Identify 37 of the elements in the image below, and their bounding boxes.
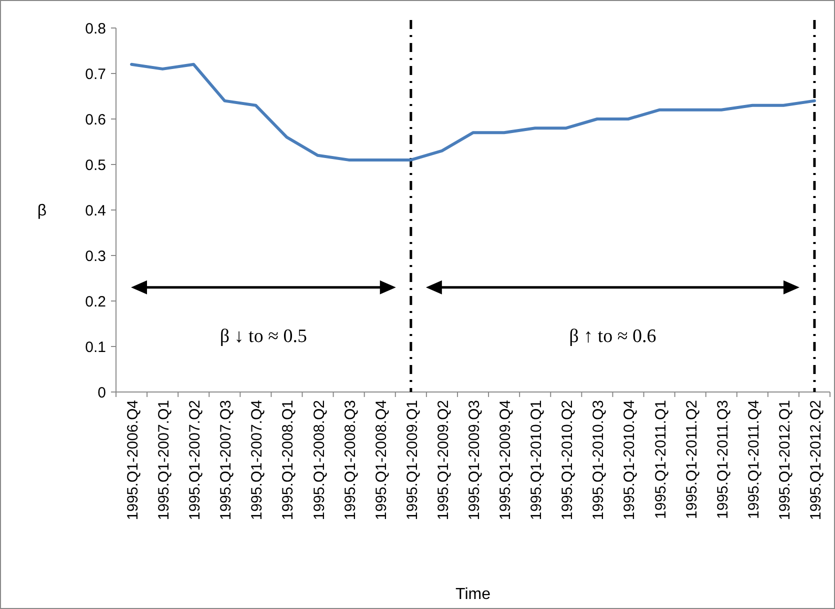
x-axis-title: Time bbox=[456, 586, 491, 603]
x-tick-label: 1995.Q1-2008.Q3 bbox=[342, 400, 359, 520]
x-tick-label: 1995.Q1-2009.Q4 bbox=[497, 400, 514, 520]
x-tick-label: 1995.Q1-2007.Q4 bbox=[248, 400, 266, 520]
x-tick-label: 1995.Q1-2010.Q1 bbox=[528, 400, 546, 520]
y-tick-label: 0.8 bbox=[85, 20, 106, 38]
y-tick-label: 0.1 bbox=[85, 338, 106, 356]
x-tick-label: 1995.Q1-2012.Q2 bbox=[807, 400, 824, 520]
y-tick-label: 0.7 bbox=[85, 66, 106, 83]
x-tick-label: 1995.Q1-2010.Q2 bbox=[559, 400, 576, 520]
x-tick-label: 1995.Q1-2012.Q1 bbox=[776, 400, 794, 520]
x-tick-label: 1995.Q1-2007.Q3 bbox=[218, 400, 235, 520]
x-tick-label: 1995.Q1-2006.Q4 bbox=[124, 400, 142, 520]
x-tick-label: 1995.Q1-2007.Q1 bbox=[156, 400, 173, 520]
x-tick-label: 1995.Q1-2008.Q1 bbox=[280, 400, 297, 520]
y-tick-label: 0.3 bbox=[85, 248, 106, 265]
y-tick-label: 0.2 bbox=[85, 293, 106, 310]
line-series bbox=[130, 62, 816, 162]
annotation: β ↑ to ≈ 0.6 bbox=[569, 326, 656, 347]
x-tick-label: 1995.Q1-2011.Q3 bbox=[714, 400, 732, 519]
x-tick-label: 1995.Q1-2009.Q2 bbox=[434, 400, 452, 520]
annotation: β ↓ to ≈ 0.5 bbox=[220, 326, 308, 347]
y-tick-label: 0.4 bbox=[85, 202, 106, 220]
x-tick-label: 1995.Q1-2007.Q2 bbox=[186, 400, 204, 520]
x-tick-label: 1995.Q1-2011.Q1 bbox=[652, 400, 670, 519]
y-tick-label: 0.6 bbox=[85, 111, 106, 128]
x-tick-label: 1995.Q1-2010.Q3 bbox=[590, 400, 608, 520]
y-tick-label: 0 bbox=[98, 384, 106, 402]
x-tick-label: 1995.Q1-2009.Q1 bbox=[404, 400, 421, 520]
x-tick-label: 1995.Q1-2009.Q3 bbox=[466, 400, 483, 520]
y-tick-label: 0.5 bbox=[85, 156, 106, 174]
x-tick-label: 1995.Q1-2011.Q4 bbox=[745, 400, 762, 519]
x-tick-label: 1995.Q1-2008.Q2 bbox=[310, 400, 328, 520]
x-tick-label: 1995.Q1-2010.Q4 bbox=[621, 400, 638, 520]
x-tick-label: 1995.Q1-2008.Q4 bbox=[372, 400, 390, 520]
x-tick-label: 1995.Q1-2011.Q2 bbox=[683, 400, 700, 519]
y-axis-title: β bbox=[37, 202, 47, 220]
